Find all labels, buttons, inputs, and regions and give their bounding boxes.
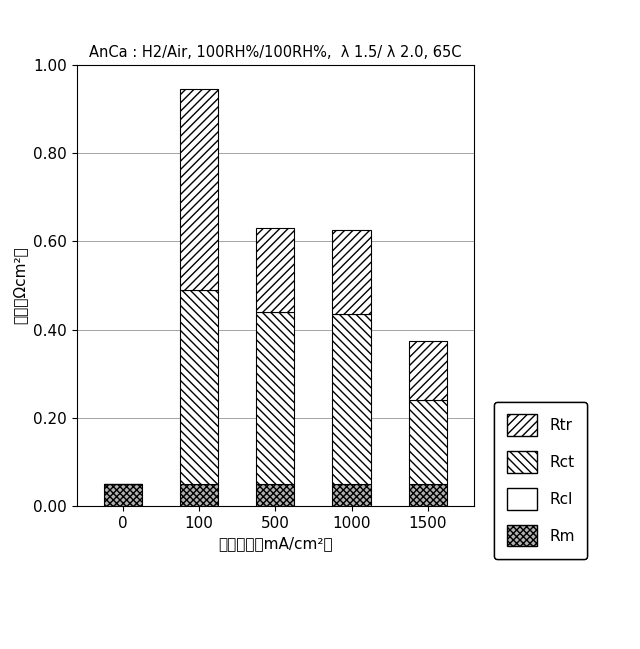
Bar [256, 312, 294, 484]
Bar [180, 89, 218, 290]
Bar [332, 314, 371, 484]
Bar [104, 484, 141, 506]
Legend: Rtr, Rct, Rcl, Rm: Rtr, Rct, Rcl, Rm [495, 402, 587, 559]
Y-axis label: 抵抗（Ωcm²）: 抵抗（Ωcm²） [13, 247, 28, 324]
Bar [180, 484, 218, 506]
Bar [409, 341, 447, 400]
Bar [256, 228, 294, 312]
Bar [332, 484, 371, 506]
Bar [409, 484, 447, 506]
Title: AnCa : H2/Air, 100RH%/100RH%,  λ 1.5/ λ 2.0, 65C: AnCa : H2/Air, 100RH%/100RH%, λ 1.5/ λ 2… [89, 45, 461, 60]
Bar [409, 400, 447, 484]
Bar [180, 290, 218, 484]
Bar [332, 230, 371, 314]
Bar [256, 484, 294, 506]
X-axis label: 電流密度［mA/cm²］: 電流密度［mA/cm²］ [218, 537, 333, 552]
